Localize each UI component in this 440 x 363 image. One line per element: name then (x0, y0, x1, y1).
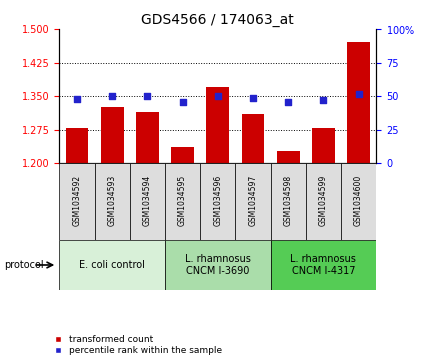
Text: L. rhamnosus
CNCM I-3690: L. rhamnosus CNCM I-3690 (185, 254, 251, 276)
Bar (59, 163, 95, 240)
Bar (271, 163, 306, 240)
Text: GSM1034599: GSM1034599 (319, 174, 328, 225)
Point (285, 99, 292, 105)
Bar (136, 112, 159, 163)
Text: GSM1034598: GSM1034598 (284, 174, 293, 225)
Text: GSM1034596: GSM1034596 (213, 174, 222, 225)
Bar (130, 163, 165, 240)
Bar (341, 163, 376, 240)
Point (179, 99, 186, 105)
Bar (235, 163, 271, 240)
Bar (347, 42, 370, 163)
Bar (242, 114, 264, 163)
Bar (171, 147, 194, 163)
Text: GSM1034600: GSM1034600 (354, 174, 363, 225)
Bar (312, 129, 335, 163)
Bar (306, 163, 341, 240)
Bar (271, 240, 376, 290)
Bar (165, 163, 200, 240)
Bar (95, 163, 130, 240)
Bar (200, 163, 235, 240)
Point (355, 91, 362, 97)
Text: GSM1034595: GSM1034595 (178, 174, 187, 225)
Text: L. rhamnosus
CNCM I-4317: L. rhamnosus CNCM I-4317 (290, 254, 356, 276)
Text: GSM1034593: GSM1034593 (108, 174, 117, 225)
Text: protocol: protocol (4, 260, 44, 270)
Bar (59, 240, 165, 290)
Title: GDS4566 / 174063_at: GDS4566 / 174063_at (141, 13, 294, 26)
Bar (101, 107, 124, 163)
Point (109, 93, 116, 99)
Text: E. coli control: E. coli control (79, 260, 145, 270)
Bar (277, 151, 300, 163)
Point (73, 96, 81, 102)
Point (214, 93, 221, 99)
Bar (165, 240, 271, 290)
Legend: transformed count, percentile rank within the sample: transformed count, percentile rank withi… (48, 335, 222, 355)
Text: GSM1034594: GSM1034594 (143, 174, 152, 225)
Text: GSM1034592: GSM1034592 (73, 174, 81, 225)
Text: GSM1034597: GSM1034597 (249, 174, 257, 225)
Bar (206, 87, 229, 163)
Point (320, 97, 327, 103)
Bar (66, 127, 88, 163)
Point (249, 95, 257, 101)
Point (144, 93, 151, 99)
